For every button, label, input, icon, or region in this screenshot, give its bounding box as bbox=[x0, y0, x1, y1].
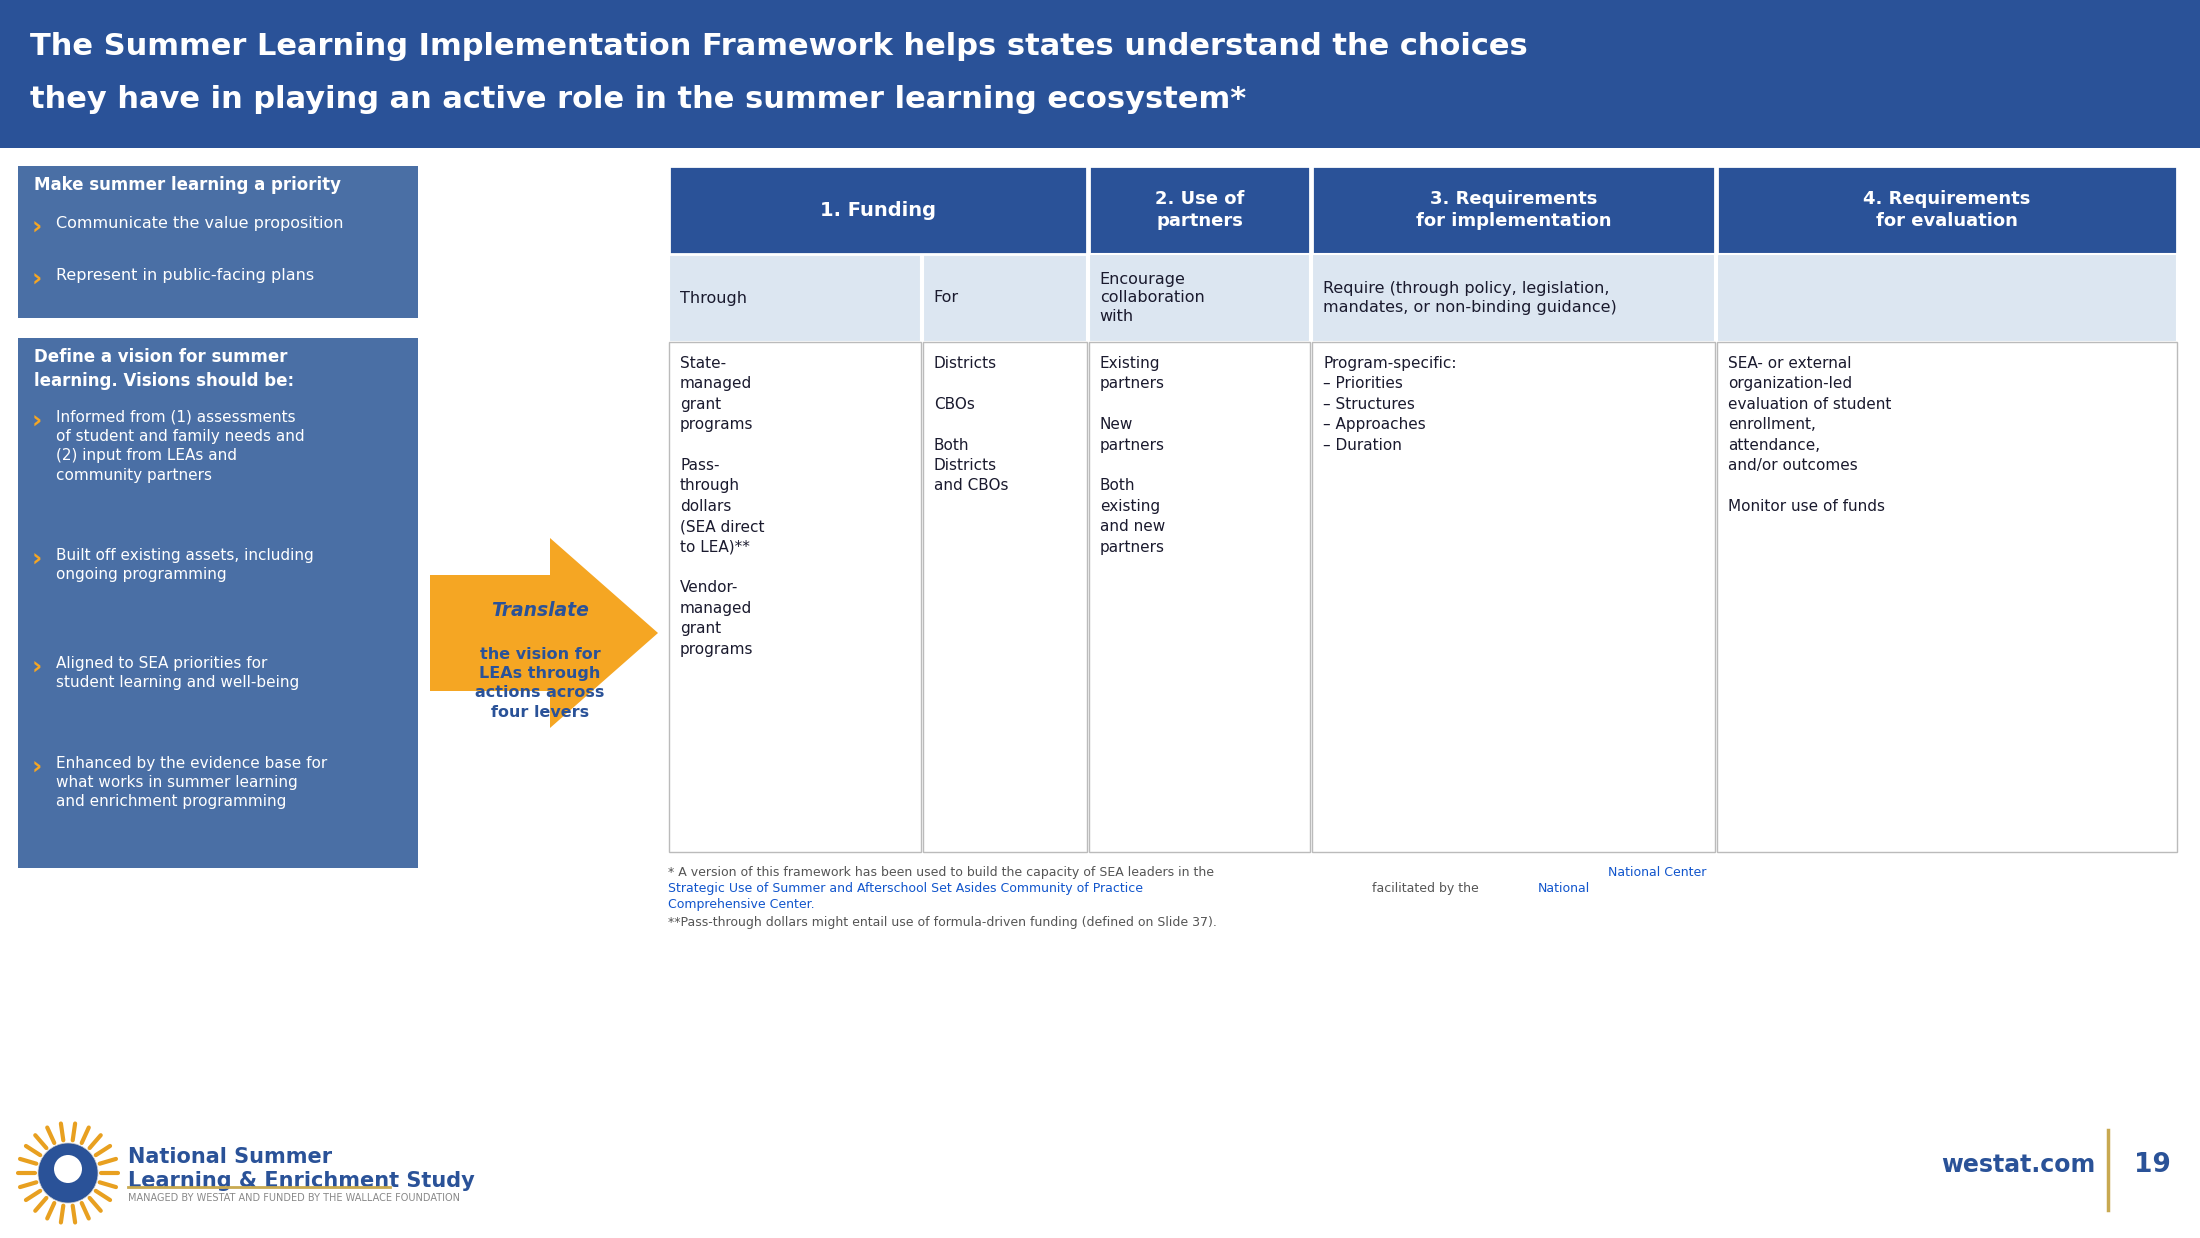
Text: ›: › bbox=[33, 548, 42, 572]
Text: National Center: National Center bbox=[1608, 867, 1707, 879]
Text: Strategic Use of Summer and Afterschool Set Asides Community of Practice: Strategic Use of Summer and Afterschool … bbox=[669, 881, 1144, 895]
Text: Communicate the value proposition: Communicate the value proposition bbox=[55, 215, 343, 232]
Text: **Pass-through dollars might entail use of formula-driven funding (defined on Sl: **Pass-through dollars might entail use … bbox=[669, 916, 1217, 928]
FancyBboxPatch shape bbox=[0, 0, 2200, 149]
FancyBboxPatch shape bbox=[1089, 254, 1311, 342]
Text: Define a vision for summer
learning. Visions should be:: Define a vision for summer learning. Vis… bbox=[33, 348, 295, 390]
FancyBboxPatch shape bbox=[1089, 342, 1311, 852]
Text: Existing
partners

New
partners

Both
existing
and new
partners: Existing partners New partners Both exis… bbox=[1100, 357, 1166, 555]
Text: National: National bbox=[1538, 881, 1591, 895]
FancyBboxPatch shape bbox=[18, 166, 418, 318]
Text: Through: Through bbox=[680, 291, 748, 306]
Text: 4. Requirements
for evaluation: 4. Requirements for evaluation bbox=[1863, 189, 2031, 230]
Circle shape bbox=[37, 1143, 99, 1203]
Text: 3. Requirements
for implementation: 3. Requirements for implementation bbox=[1417, 189, 1610, 230]
Text: they have in playing an active role in the summer learning ecosystem*: they have in playing an active role in t… bbox=[31, 85, 1245, 114]
Text: ›: › bbox=[33, 656, 42, 680]
Text: ›: › bbox=[33, 410, 42, 435]
Text: 1. Funding: 1. Funding bbox=[821, 201, 935, 219]
Text: the vision for
LEAs through
actions across
four levers: the vision for LEAs through actions acro… bbox=[475, 647, 605, 719]
Text: Translate: Translate bbox=[491, 602, 590, 620]
Text: Comprehensive Center.: Comprehensive Center. bbox=[669, 898, 814, 911]
Text: Built off existing assets, including
ongoing programming: Built off existing assets, including ong… bbox=[55, 548, 315, 582]
FancyBboxPatch shape bbox=[0, 149, 2200, 1238]
Text: Require (through policy, legislation,
mandates, or non-binding guidance): Require (through policy, legislation, ma… bbox=[1322, 281, 1617, 314]
FancyBboxPatch shape bbox=[922, 166, 1087, 254]
FancyBboxPatch shape bbox=[669, 166, 1087, 254]
Text: Encourage
collaboration
with: Encourage collaboration with bbox=[1100, 272, 1206, 324]
FancyBboxPatch shape bbox=[922, 254, 1087, 342]
FancyBboxPatch shape bbox=[1716, 342, 2178, 852]
Text: For: For bbox=[933, 291, 959, 306]
Text: westat.com: westat.com bbox=[1940, 1153, 2094, 1177]
Text: Districts

CBOs

Both
Districts
and CBOs: Districts CBOs Both Districts and CBOs bbox=[933, 357, 1008, 494]
FancyBboxPatch shape bbox=[922, 342, 1087, 852]
Circle shape bbox=[55, 1155, 81, 1184]
Text: Make summer learning a priority: Make summer learning a priority bbox=[33, 176, 341, 194]
Text: The Summer Learning Implementation Framework helps states understand the choices: The Summer Learning Implementation Frame… bbox=[31, 32, 1527, 61]
FancyBboxPatch shape bbox=[18, 338, 418, 868]
FancyBboxPatch shape bbox=[1311, 254, 1716, 342]
Text: 2. Use of
partners: 2. Use of partners bbox=[1155, 189, 1245, 230]
Text: Represent in public-facing plans: Represent in public-facing plans bbox=[55, 267, 315, 284]
Text: State-
managed
grant
programs

Pass-
through
dollars
(SEA direct
to LEA)**

Vend: State- managed grant programs Pass- thro… bbox=[680, 357, 766, 656]
Text: Learning & Enrichment Study: Learning & Enrichment Study bbox=[128, 1171, 475, 1191]
Text: ›: › bbox=[33, 267, 42, 292]
Text: National Summer: National Summer bbox=[128, 1146, 332, 1167]
Text: Aligned to SEA priorities for
student learning and well-being: Aligned to SEA priorities for student le… bbox=[55, 656, 299, 691]
Text: ›: › bbox=[33, 215, 42, 240]
FancyBboxPatch shape bbox=[669, 342, 920, 852]
Text: MANAGED BY WESTAT AND FUNDED BY THE WALLACE FOUNDATION: MANAGED BY WESTAT AND FUNDED BY THE WALL… bbox=[128, 1193, 460, 1203]
FancyBboxPatch shape bbox=[1311, 166, 1716, 254]
FancyBboxPatch shape bbox=[1716, 166, 2178, 254]
FancyBboxPatch shape bbox=[1311, 342, 1716, 852]
Text: Enhanced by the evidence base for
what works in summer learning
and enrichment p: Enhanced by the evidence base for what w… bbox=[55, 756, 328, 810]
Text: ›: › bbox=[33, 756, 42, 780]
FancyBboxPatch shape bbox=[669, 254, 920, 342]
Text: * A version of this framework has been used to build the capacity of SEA leaders: * A version of this framework has been u… bbox=[669, 867, 1219, 879]
FancyBboxPatch shape bbox=[1716, 254, 2178, 342]
Polygon shape bbox=[429, 539, 658, 728]
FancyBboxPatch shape bbox=[669, 166, 920, 254]
Text: Program-specific:
– Priorities
– Structures
– Approaches
– Duration: Program-specific: – Priorities – Structu… bbox=[1322, 357, 1456, 453]
FancyBboxPatch shape bbox=[1089, 166, 1311, 254]
Text: 19: 19 bbox=[2134, 1153, 2171, 1179]
Text: SEA- or external
organization-led
evaluation of student
enrollment,
attendance,
: SEA- or external organization-led evalua… bbox=[1727, 357, 1892, 514]
Text: facilitated by the: facilitated by the bbox=[1368, 881, 1483, 895]
Text: Informed from (1) assessments
of student and family needs and
(2) input from LEA: Informed from (1) assessments of student… bbox=[55, 410, 304, 483]
